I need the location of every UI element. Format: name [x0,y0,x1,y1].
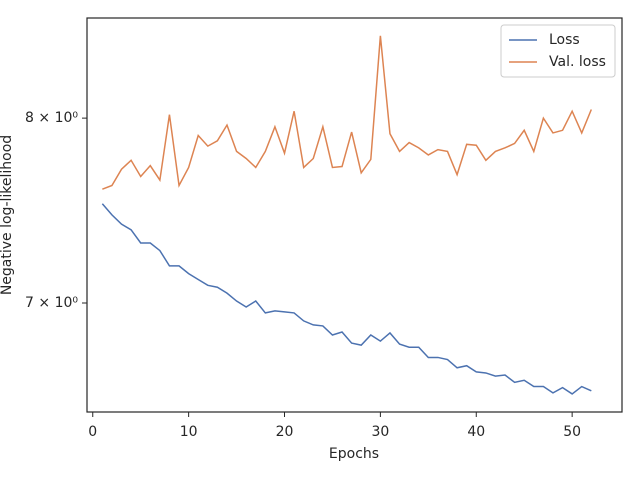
legend-label: Loss [549,32,580,48]
y-tick-label: 8 × 10⁰ [25,110,78,126]
line [101,203,592,395]
x-tick-label: 0 [88,424,97,440]
x-tick-label: 10 [180,424,198,440]
plot-frame [86,17,623,413]
x-tick-label: 40 [467,424,485,440]
line [102,35,593,190]
x-axis-label: Epochs [329,446,379,462]
x-tick-label: 20 [276,424,294,440]
legend-label: Val. loss [549,54,606,70]
legend-box [500,24,616,78]
y-tick-label: 7 × 10⁰ [25,295,78,311]
x-tick-label: 50 [563,424,581,440]
x-tick-label: 30 [371,424,389,440]
y-axis-label: Negative log-likelihood [0,135,15,295]
